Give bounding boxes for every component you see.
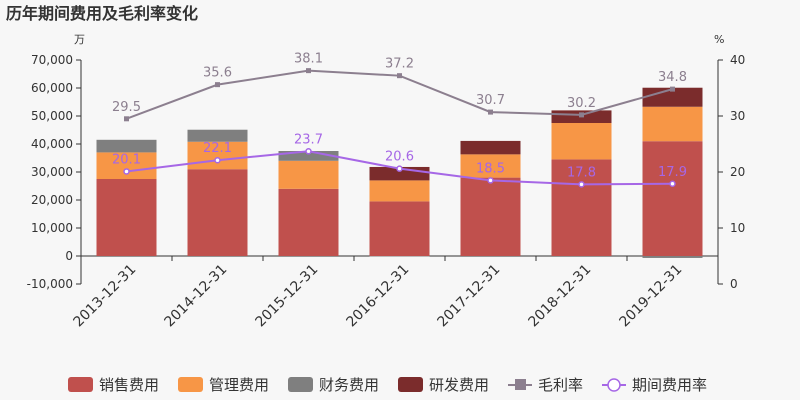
legend-label: 管理费用 bbox=[209, 376, 269, 394]
line-point bbox=[123, 168, 130, 175]
legend-marker bbox=[607, 378, 621, 392]
data-label: 17.8 bbox=[567, 165, 596, 180]
data-label: 38.1 bbox=[294, 52, 323, 67]
legend-swatch bbox=[68, 377, 93, 392]
bar-segment bbox=[278, 151, 339, 161]
left-tick-label: 20,000 bbox=[31, 193, 73, 207]
legend-label: 期间费用率 bbox=[632, 376, 707, 394]
line-point bbox=[215, 82, 220, 88]
bar-segment bbox=[369, 180, 430, 202]
line-point bbox=[396, 165, 403, 172]
data-labels: 29.5 35.6 38.1 37.2 30.7 30.2 34.8 20.1 22.1 23.7… bbox=[112, 52, 687, 181]
legend: 销售费用 管理费用 财务费用 研发费用 毛利率 期间费用率 bbox=[68, 376, 707, 394]
right-tick-label: 20 bbox=[730, 165, 745, 179]
bar-segment bbox=[551, 159, 612, 256]
legend-label: 财务费用 bbox=[319, 376, 379, 394]
bar-segment bbox=[642, 141, 703, 256]
x-tick-label: 2015-12-31 bbox=[252, 262, 321, 331]
legend-marker bbox=[515, 379, 526, 390]
x-tick-label: 2014-12-31 bbox=[161, 262, 230, 331]
right-tick-label: 40 bbox=[730, 53, 745, 67]
left-tick-label: -10,000 bbox=[27, 277, 73, 291]
bar-segment bbox=[460, 177, 521, 256]
left-tick-label: 10,000 bbox=[31, 221, 73, 235]
bar-segment bbox=[460, 140, 521, 155]
left-tick-label: 40,000 bbox=[31, 137, 73, 151]
left-tick-label: 70,000 bbox=[31, 53, 73, 67]
chart-title: 历年期间费用及毛利率变化 bbox=[6, 4, 198, 23]
line-point bbox=[488, 109, 493, 115]
left-tick-label: 60,000 bbox=[31, 81, 73, 95]
line-point bbox=[306, 68, 311, 74]
bar-segment bbox=[369, 201, 430, 256]
line-point bbox=[214, 156, 221, 164]
legend-label: 毛利率 bbox=[538, 376, 583, 394]
legend-label: 研发费用 bbox=[429, 376, 489, 394]
line-point bbox=[305, 148, 312, 155]
x-tick-label: 2019-12-31 bbox=[616, 262, 685, 331]
line-point bbox=[579, 112, 584, 118]
bars bbox=[96, 87, 703, 258]
data-label: 30.7 bbox=[476, 93, 505, 108]
data-label: 35.6 bbox=[203, 66, 232, 81]
left-tick-label: 30,000 bbox=[31, 165, 73, 179]
left-axis-unit: 万 bbox=[74, 33, 85, 46]
legend-swatch bbox=[398, 377, 423, 392]
right-tick-label: 30 bbox=[730, 109, 745, 123]
line-point bbox=[670, 86, 675, 92]
left-tick-label: 0 bbox=[65, 249, 73, 263]
bar-segment bbox=[278, 160, 339, 189]
legend-swatch bbox=[178, 377, 203, 392]
data-label: 30.2 bbox=[567, 96, 596, 111]
line-point bbox=[397, 73, 402, 79]
line-point bbox=[124, 116, 129, 122]
x-tick-label: 2018-12-31 bbox=[525, 262, 594, 331]
x-tick-label: 2017-12-31 bbox=[434, 262, 503, 331]
bar-segment bbox=[187, 129, 248, 142]
legend-swatch bbox=[288, 377, 313, 392]
data-label: 29.5 bbox=[112, 100, 141, 115]
data-label: 22.1 bbox=[203, 141, 232, 156]
right-axis-unit: % bbox=[714, 33, 724, 46]
bar-segment bbox=[96, 179, 157, 256]
data-label: 23.7 bbox=[294, 132, 323, 147]
data-label: 18.5 bbox=[476, 161, 505, 176]
right-tick-label: 10 bbox=[730, 221, 745, 235]
data-label: 37.2 bbox=[385, 57, 414, 72]
data-label: 20.6 bbox=[385, 150, 414, 165]
bar-segment bbox=[642, 256, 703, 258]
line-point bbox=[669, 180, 676, 188]
x-tick-label: 2016-12-31 bbox=[343, 262, 412, 331]
right-tick-label: 0 bbox=[730, 277, 738, 291]
lines bbox=[123, 68, 676, 188]
line-point bbox=[487, 177, 494, 184]
data-label: 20.1 bbox=[112, 152, 141, 167]
bar-segment bbox=[96, 139, 157, 153]
data-label: 17.9 bbox=[658, 165, 687, 180]
left-tick-label: 50,000 bbox=[31, 109, 73, 123]
bar-segment bbox=[278, 188, 339, 256]
bar-segment bbox=[460, 154, 521, 178]
data-label: 34.8 bbox=[658, 70, 687, 85]
bar-segment bbox=[187, 169, 248, 256]
bar-segment bbox=[642, 106, 703, 142]
legend-label: 销售费用 bbox=[99, 376, 159, 394]
bar-segment bbox=[369, 256, 430, 257]
line-point bbox=[578, 181, 585, 188]
bar-segment bbox=[187, 141, 248, 170]
bar-segment bbox=[551, 123, 612, 160]
